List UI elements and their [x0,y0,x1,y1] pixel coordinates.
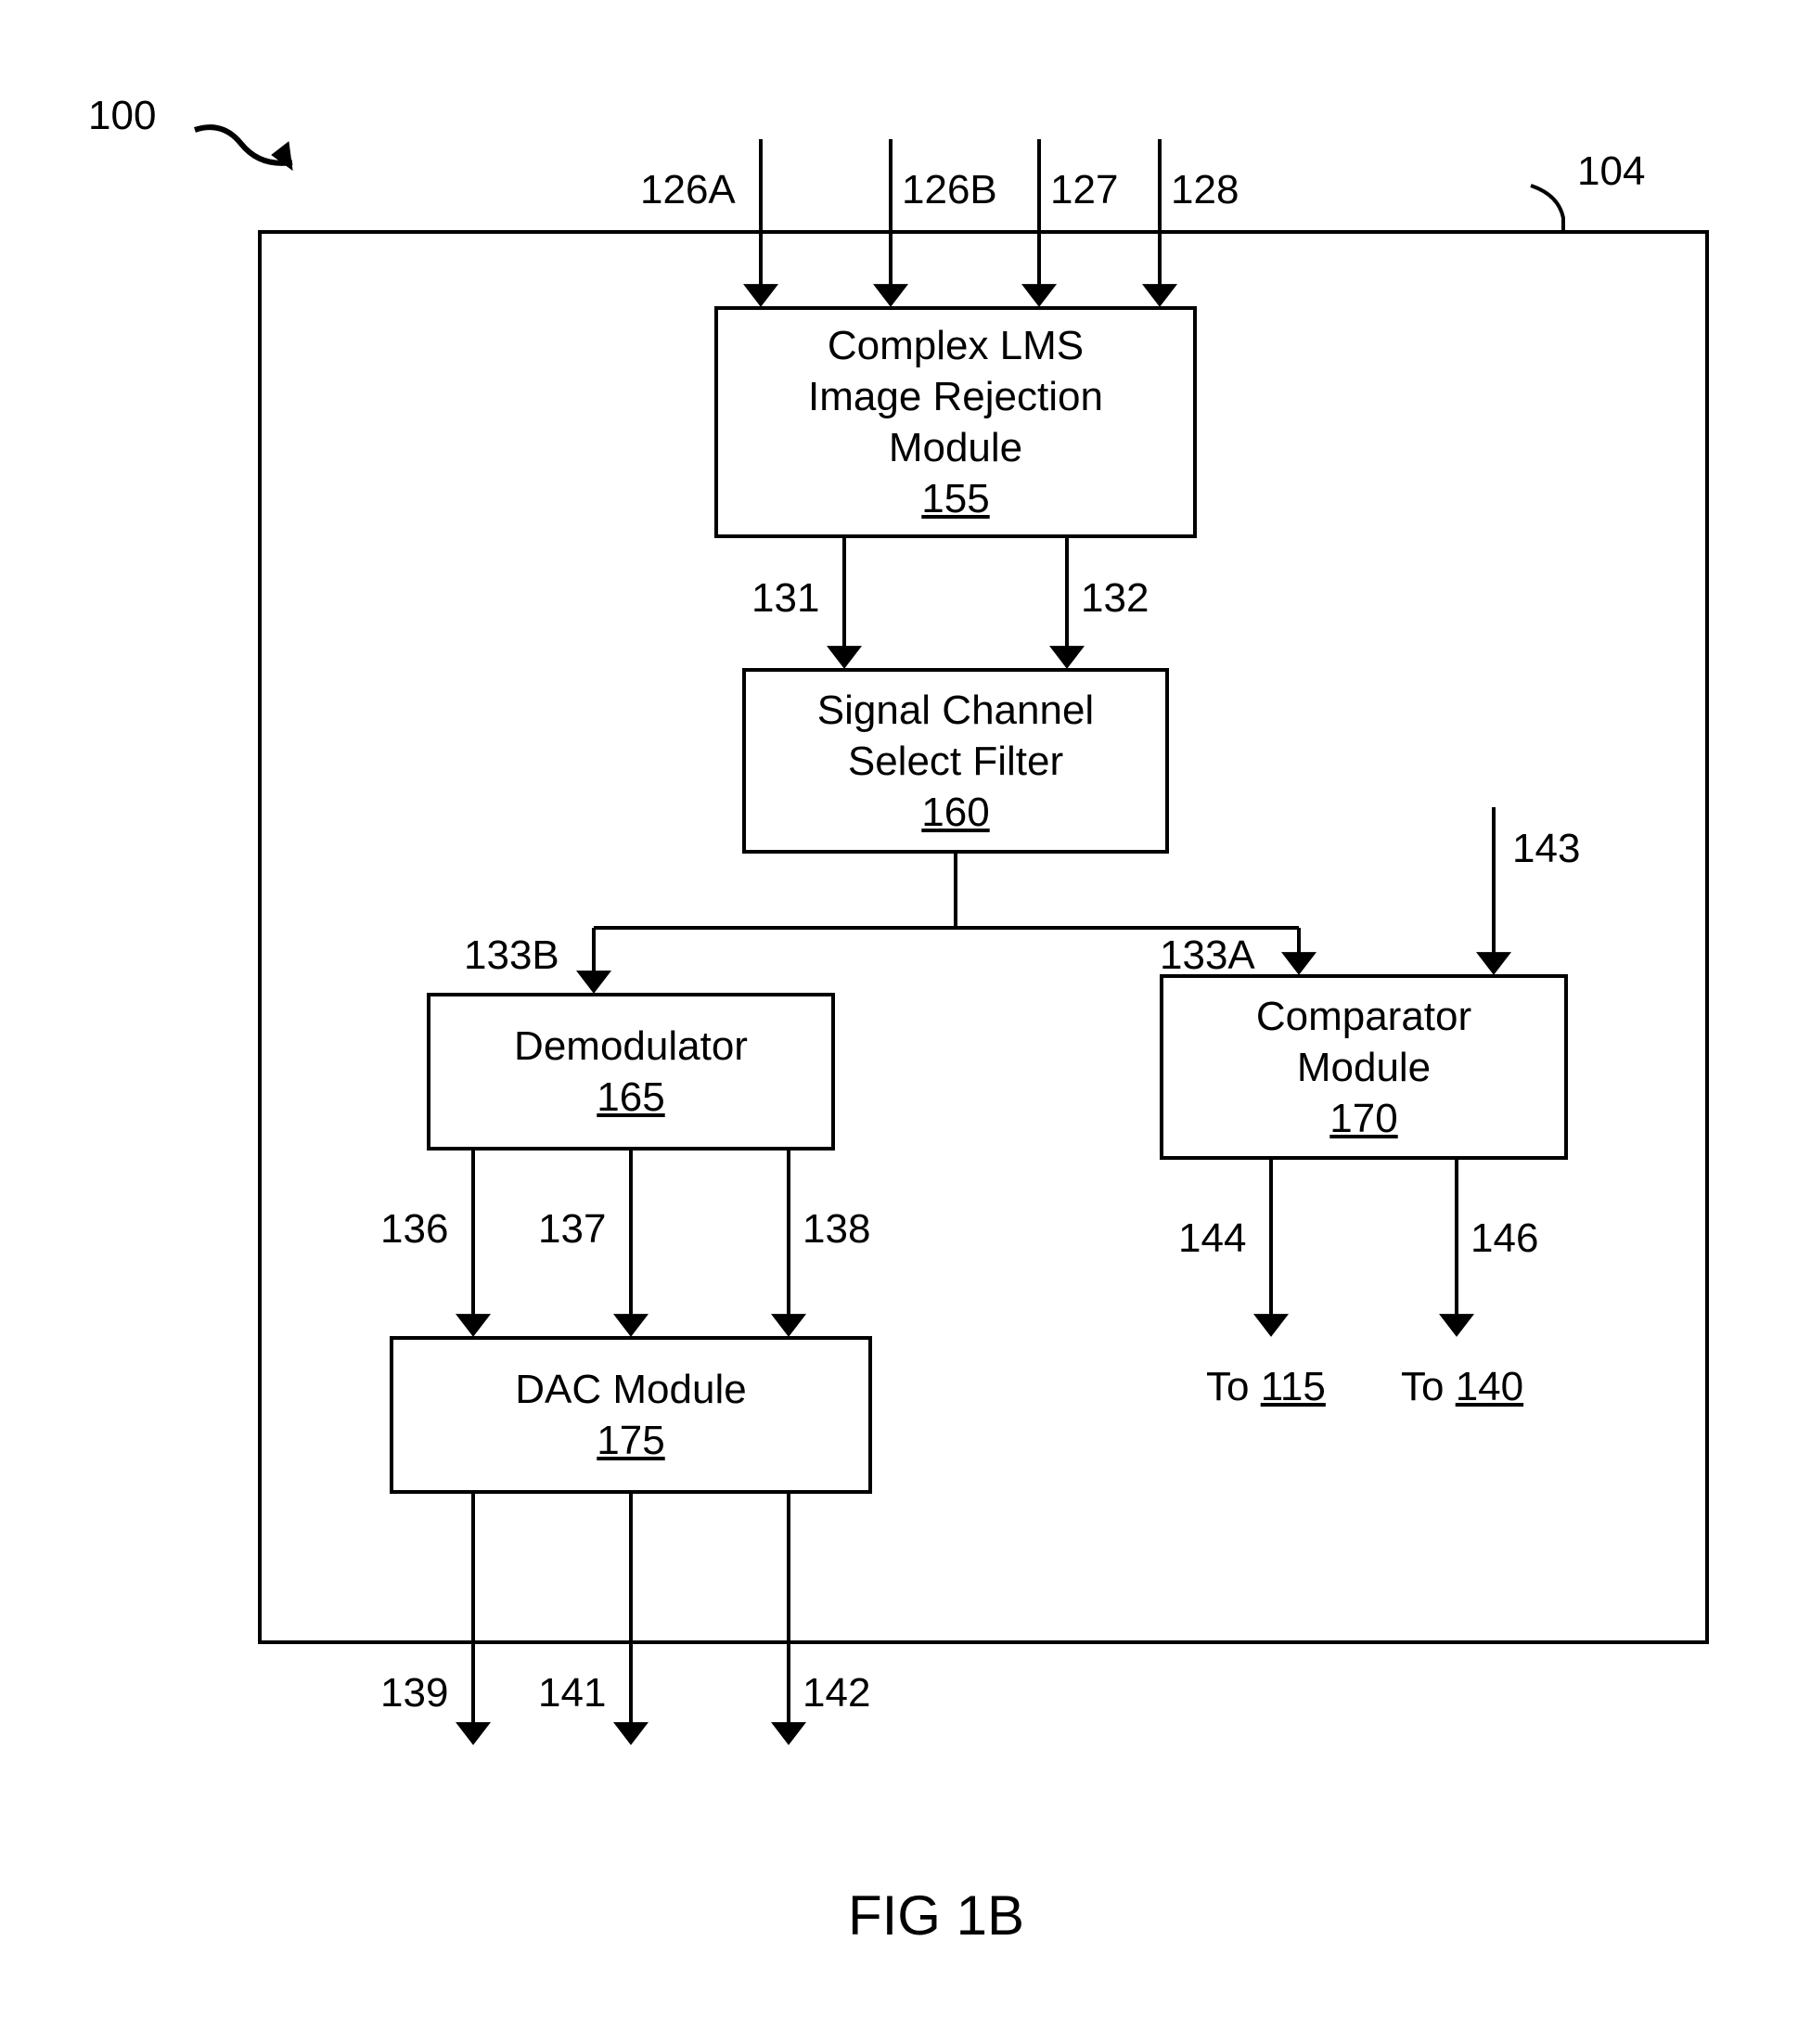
label-126a: 126A [640,167,736,213]
label-104: 104 [1577,148,1645,195]
demod-box: Demodulator165 [427,993,835,1151]
dac-box: DAC Module175 [390,1336,872,1494]
label-133b: 133B [464,932,559,979]
label-139: 139 [380,1670,448,1716]
label-144: 144 [1178,1215,1246,1262]
comparator-box: ComparatorModule170 [1160,974,1568,1160]
label-146: 146 [1471,1215,1538,1262]
label-128: 128 [1171,167,1239,213]
label-to-140: To 140 [1401,1364,1523,1410]
label-126b: 126B [902,167,997,213]
label-137: 137 [538,1206,606,1253]
lms-box: Complex LMSImage RejectionModule155 [714,306,1197,538]
scs-box: Signal ChannelSelect Filter160 [742,668,1169,854]
figure-title: FIG 1B [37,1883,1798,1948]
label-127: 127 [1050,167,1118,213]
label-141: 141 [538,1670,606,1716]
label-136: 136 [380,1206,448,1253]
label-132: 132 [1081,575,1149,622]
label-138: 138 [803,1206,870,1253]
label-100: 100 [88,93,156,139]
label-to-115: To 115 [1206,1364,1326,1410]
label-133a: 133A [1160,932,1255,979]
label-142: 142 [803,1670,870,1716]
label-143: 143 [1512,826,1580,872]
label-131: 131 [751,575,819,622]
